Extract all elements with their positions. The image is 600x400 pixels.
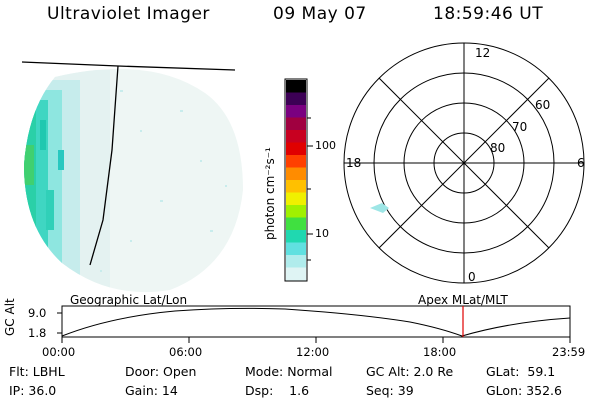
colorbar-segment [286, 142, 306, 156]
seq-readout: Seq: 39 [366, 383, 414, 398]
colorbar-segment [286, 192, 306, 206]
observation-date: 09 May 07 [273, 4, 367, 24]
colorbar-segment [286, 255, 306, 269]
gc-alt-readout: GC Alt: 2.0 Re [366, 364, 454, 379]
colorbar [286, 80, 306, 281]
altitude-curve [61, 307, 571, 337]
observation-time: 18:59:46 UT [433, 4, 544, 24]
colorbar-segment [286, 130, 306, 144]
lat-label-80: 80 [490, 141, 506, 155]
colorbar-segment [286, 217, 306, 231]
colorbar-segment [286, 242, 306, 256]
lat-label-60: 60 [535, 98, 551, 112]
ip-readout: IP: 36.0 [9, 383, 57, 398]
filter-readout: Flt: LBHL [9, 364, 65, 379]
colorbar-segment [286, 180, 306, 194]
colorbar-frame [284, 78, 308, 282]
polar-emission-spot [370, 203, 389, 213]
timeline-frame [61, 305, 571, 338]
timeline-y-axis-label: GC Alt [3, 298, 17, 336]
timeline-left-title: Geographic Lat/Lon [70, 293, 188, 307]
colorbar-segment [286, 117, 306, 131]
colorbar-segment [286, 267, 306, 281]
x-tick-label-2359: 23:59 [552, 345, 586, 359]
instrument-title: Ultraviolet Imager [47, 4, 210, 24]
mlt-label-0: 0 [468, 270, 476, 284]
x-tick-label-0000: 00:00 [42, 345, 76, 359]
colorbar-segment [286, 105, 306, 119]
earth-image [21, 61, 243, 293]
x-tick-label-1200: 12:00 [296, 345, 330, 359]
timeline-right-title: Apex MLat/MLT [418, 293, 508, 307]
colorbar-segment [286, 80, 306, 94]
mlt-label-6: 6 [577, 156, 585, 170]
colorbar-label-100: 100 [315, 139, 336, 152]
lat-label-70: 70 [512, 120, 528, 134]
polar-plot [343, 42, 585, 284]
dsp-readout: Dsp: 1.6 [245, 383, 310, 398]
colorbar-segment [286, 167, 306, 181]
colorbar-segment [286, 230, 306, 244]
x-tick-label-1800: 18:00 [423, 345, 457, 359]
timeline-plot [57, 305, 571, 343]
gain-readout: Gain: 14 [125, 383, 178, 398]
colorbar-unit-label: photon cm⁻²s⁻¹ [263, 147, 277, 240]
y-tick-label-9: 9.0 [28, 306, 47, 320]
colorbar-segment [286, 155, 306, 169]
aurora-emission [24, 70, 110, 293]
y-tick-label-18: 1.8 [28, 326, 47, 340]
scan-speckle [100, 90, 227, 272]
glat-readout: GLat: 59.1 [486, 364, 556, 379]
colorbar-segment [286, 92, 306, 106]
mode-readout: Mode: Normal [245, 364, 333, 379]
colorbar-label-10: 10 [315, 227, 329, 240]
x-tick-label-0600: 06:00 [169, 345, 203, 359]
mlt-label-12: 12 [475, 46, 491, 60]
mlt-label-18: 18 [346, 156, 362, 170]
door-readout: Door: Open [125, 364, 197, 379]
glon-readout: GLon: 352.6 [486, 383, 562, 398]
polar-diagonal-2 [378, 77, 550, 249]
colorbar-segment [286, 205, 306, 219]
